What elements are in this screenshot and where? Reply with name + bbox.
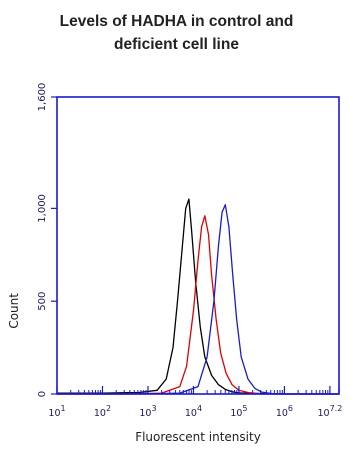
x-tick-label: 106 (276, 404, 293, 419)
x-tick-label: 104 (185, 404, 202, 419)
plot-frame (56, 96, 340, 395)
x-tick-label: 105 (230, 404, 247, 419)
y-tick-label: 0 (37, 391, 48, 397)
series-line-3 (57, 204, 339, 395)
x-tick-label: 103 (139, 404, 156, 419)
y-tick-label: 500 (37, 292, 48, 311)
x-tick-label: 107.2 (317, 404, 342, 419)
x-tick-label: 102 (94, 404, 111, 419)
x-axis-title: Fluorescent intensity (135, 430, 261, 444)
chart-title: Levels of HADHA in control and deficient… (0, 10, 353, 56)
y-tick-label: 1,600 (37, 83, 48, 112)
y-axis-title: Count (7, 293, 21, 329)
y-tick-label: 1,000 (37, 194, 48, 223)
series-line-1 (57, 198, 339, 395)
chart-title-line-2: deficient cell line (114, 36, 239, 53)
chart-title-line-1: Levels of HADHA in control and (59, 13, 294, 30)
x-tick-label: 101 (48, 404, 65, 419)
